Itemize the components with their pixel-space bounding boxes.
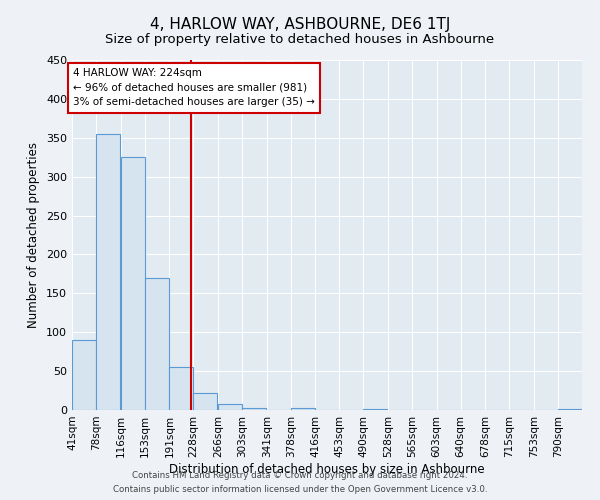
Y-axis label: Number of detached properties: Number of detached properties [28, 142, 40, 328]
Bar [193, 393, 217, 410]
Text: Size of property relative to detached houses in Ashbourne: Size of property relative to detached ho… [106, 32, 494, 46]
Bar [558, 409, 582, 410]
Bar [169, 367, 193, 410]
Bar [145, 278, 169, 410]
X-axis label: Distribution of detached houses by size in Ashbourne: Distribution of detached houses by size … [169, 462, 485, 475]
Bar [96, 134, 120, 410]
Text: 4 HARLOW WAY: 224sqm
← 96% of detached houses are smaller (981)
3% of semi-detac: 4 HARLOW WAY: 224sqm ← 96% of detached h… [73, 68, 315, 108]
Bar [242, 408, 266, 410]
Text: Contains HM Land Registry data © Crown copyright and database right 2024.: Contains HM Land Registry data © Crown c… [132, 470, 468, 480]
Bar [218, 404, 242, 410]
Bar [364, 409, 388, 410]
Text: 4, HARLOW WAY, ASHBOURNE, DE6 1TJ: 4, HARLOW WAY, ASHBOURNE, DE6 1TJ [150, 18, 450, 32]
Bar [290, 408, 314, 410]
Bar [121, 157, 145, 410]
Text: Contains public sector information licensed under the Open Government Licence v3: Contains public sector information licen… [113, 486, 487, 494]
Bar [72, 340, 96, 410]
